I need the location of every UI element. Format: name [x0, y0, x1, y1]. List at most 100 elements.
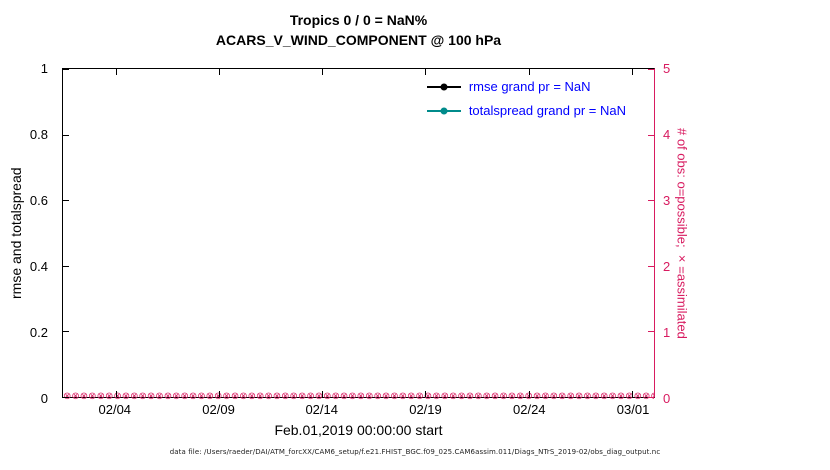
obs-marker-icon: ⊗ [146, 391, 156, 402]
obs-marker-icon: ⊗ [163, 391, 173, 402]
y-tick-label-left: 0.4 [29, 259, 48, 274]
legend: rmse grand pr = NaN totalspread grand pr… [426, 79, 626, 118]
obs-marker-icon: ⊗ [608, 391, 617, 402]
obs-marker-icon: ⊗ [339, 391, 349, 402]
x-tick-mark [115, 69, 117, 75]
y-tick-mark-left [63, 200, 69, 202]
obs-marker-icon: ⊗ [616, 391, 626, 402]
obs-marker-icon: ⊗ [197, 391, 206, 402]
obs-marker-icon: ⊗ [348, 391, 357, 402]
obs-marker-icon: ⊗ [448, 391, 458, 402]
obs-marker-icon: ⊗ [180, 391, 189, 402]
y-tick-mark-right [648, 265, 654, 267]
obs-marker-icon: ⊗ [390, 391, 399, 402]
obs-marker-icon: ⊗ [356, 391, 366, 402]
obs-marker-icon: ⊗ [230, 391, 240, 402]
legend-label-rmse: rmse grand pr = NaN [468, 79, 591, 94]
x-tick-mark [425, 391, 427, 397]
obs-marker-icon: ⊗ [306, 391, 315, 402]
obs-marker-icon: ⊗ [222, 391, 231, 402]
obs-marker-icon: ⊗ [490, 391, 500, 402]
chart-subtitle: ACARS_V_WIND_COMPONENT @ 100 hPa [215, 32, 502, 48]
obs-marker-icon: ⊗ [499, 391, 508, 402]
x-axis-ticklabels: 02/04 02/09 02/14 02/19 02/24 03/01 [62, 402, 655, 420]
x-tick-mark [528, 69, 530, 75]
obs-marker-icon: ⊗ [331, 391, 340, 402]
obs-marker-icon: ⊗ [239, 391, 248, 402]
y-tick-mark-right [648, 331, 654, 333]
y-tick-label-right: 5 [663, 61, 671, 76]
y-axis-right-label: # of obs: o=possible; ×=assimilated [674, 127, 690, 339]
obs-marker-icon: ⊗ [188, 391, 198, 402]
obs-marker-icon: ⊗ [272, 391, 282, 402]
x-tick-mark [632, 391, 634, 397]
obs-marker-icon: ⊗ [297, 391, 307, 402]
y-tick-label-right: 1 [663, 325, 671, 340]
x-tick-mark [632, 69, 634, 75]
obs-marker-icon: ⊗ [104, 391, 114, 402]
y-tick-mark-left [63, 397, 69, 398]
obs-marker-icon: ⊗ [566, 391, 575, 402]
chart-titles: Tropics 0 / 0 = NaN% ACARS_V_WIND_COMPON… [62, 10, 655, 50]
obs-marker-icon: ⊗ [558, 391, 567, 402]
legend-dot-icon [440, 107, 448, 114]
obs-marker-icon: ⊗ [121, 391, 131, 402]
y-tick-label-right: 3 [663, 193, 671, 208]
obs-marker-icon: ⊗ [373, 391, 382, 402]
obs-marker-icon: ⊗ [281, 391, 290, 402]
obs-marker-icon: ⊗ [289, 391, 298, 402]
obs-marker-icon: ⊗ [591, 391, 600, 402]
y-tick-label-right: 0 [663, 391, 671, 406]
legend-entry-rmse: rmse grand pr = NaN [426, 79, 626, 94]
obs-marker-icon: ⊗ [130, 391, 139, 402]
obs-marker-icon: ⊗ [532, 391, 542, 402]
y-tick-label-left: 0.8 [29, 127, 48, 142]
y-tick-label-left: 0 [40, 391, 48, 406]
obs-marker-icon: ⊗ [138, 391, 147, 402]
obs-marker-icon: ⊗ [583, 391, 592, 402]
obs-marker-icon: ⊗ [381, 391, 391, 402]
obs-marker-icon: ⊗ [600, 391, 609, 402]
x-tick-mark [425, 69, 427, 75]
obs-marker-icon: ⊗ [155, 391, 164, 402]
legend-line-totalspread [426, 107, 461, 114]
obs-marker-icon: ⊗ [323, 391, 332, 402]
legend-label-totalspread: totalspread grand pr = NaN [468, 103, 626, 118]
obs-marker-icon: ⊗ [398, 391, 408, 402]
obs-marker-icon: ⊗ [247, 391, 256, 402]
obs-marker-icon: ⊗ [457, 391, 466, 402]
obs-marker-icon: ⊗ [71, 391, 80, 402]
y-tick-label-left: 0.2 [29, 325, 48, 340]
obs-marker-icon: ⊗ [440, 391, 449, 402]
x-tick-label: 02/24 [513, 402, 546, 417]
obs-marker-icon: ⊗ [541, 391, 550, 402]
plot-area: rmse grand pr = NaN totalspread grand pr… [62, 68, 655, 402]
x-axis-label: Feb.01,2019 00:00:00 start [274, 422, 443, 438]
x-tick-label: 02/19 [409, 402, 442, 417]
y-tick-mark-left [63, 331, 69, 333]
y-tick-label-left: 0.6 [29, 193, 48, 208]
obs-marker-icon: ⊗ [407, 391, 416, 402]
x-tick-mark [219, 391, 221, 397]
obs-marker-icon: ⊗ [549, 391, 559, 402]
legend-line-rmse [426, 83, 461, 90]
obs-marker-icon: ⊗ [474, 391, 483, 402]
y-tick-mark-left [63, 265, 69, 267]
y-tick-mark-right [648, 134, 654, 136]
x-tick-mark [115, 391, 117, 397]
obs-marker-icon: ⊗ [516, 391, 525, 402]
obs-marker-icon: ⊗ [432, 391, 441, 402]
x-tick-label: 02/09 [202, 402, 235, 417]
obs-marker-icon: ⊗ [507, 391, 517, 402]
obs-marker-icon: ⊗ [415, 391, 424, 402]
legend-dot-icon [440, 83, 448, 90]
x-tick-mark [321, 391, 323, 397]
x-tick-mark [321, 69, 323, 75]
obs-marker-icon: ⊗ [365, 391, 374, 402]
y-tick-label-right: 4 [663, 127, 671, 142]
y-tick-mark-right [648, 200, 654, 202]
x-tick-label: 03/01 [616, 402, 650, 417]
obs-marker-icon: ⊗ [96, 391, 105, 402]
y-tick-mark-right [648, 69, 654, 70]
